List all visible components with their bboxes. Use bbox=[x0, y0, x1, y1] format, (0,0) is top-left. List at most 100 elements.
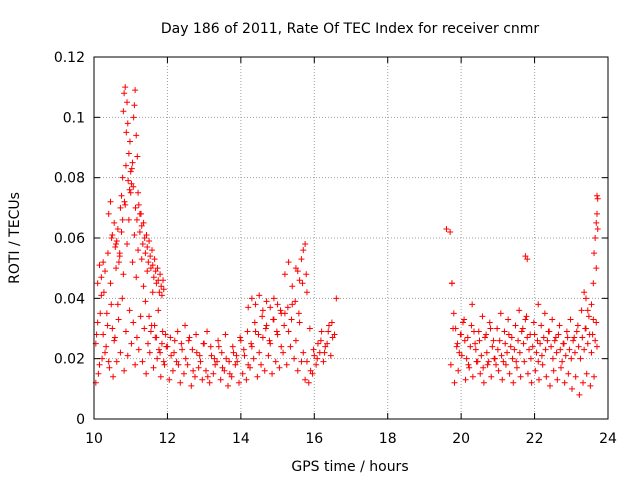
data-point bbox=[124, 241, 131, 248]
data-point bbox=[93, 331, 100, 338]
data-point bbox=[199, 376, 206, 383]
data-point bbox=[272, 358, 279, 365]
data-point bbox=[524, 370, 531, 377]
data-point bbox=[464, 334, 471, 341]
data-point bbox=[147, 253, 154, 260]
data-point bbox=[519, 325, 526, 332]
data-point bbox=[130, 114, 137, 121]
y-tick-label: 0.08 bbox=[54, 171, 85, 187]
data-point bbox=[309, 370, 316, 377]
data-point bbox=[139, 241, 146, 248]
data-point bbox=[98, 274, 105, 281]
data-point bbox=[590, 316, 597, 323]
data-point bbox=[223, 355, 230, 362]
data-point bbox=[232, 361, 239, 368]
data-point bbox=[489, 343, 496, 350]
data-point bbox=[105, 358, 112, 365]
chart-title: Day 186 of 2011, Rate Of TEC Index for r… bbox=[161, 21, 540, 37]
data-point bbox=[561, 379, 568, 386]
data-point bbox=[300, 349, 307, 356]
data-point bbox=[162, 331, 169, 338]
data-point bbox=[545, 328, 552, 335]
data-point bbox=[447, 361, 454, 368]
data-point bbox=[517, 373, 524, 380]
data-point bbox=[584, 307, 591, 314]
data-point bbox=[480, 364, 487, 371]
data-point bbox=[593, 192, 600, 199]
data-point bbox=[144, 340, 151, 347]
data-point bbox=[140, 283, 147, 290]
data-point bbox=[333, 295, 340, 302]
data-point bbox=[487, 325, 494, 332]
data-point bbox=[186, 334, 193, 341]
data-point bbox=[493, 361, 500, 368]
data-point bbox=[593, 210, 600, 217]
data-point bbox=[119, 174, 126, 181]
x-tick-label: 22 bbox=[526, 431, 544, 447]
data-point bbox=[483, 331, 490, 338]
data-point bbox=[587, 382, 594, 389]
data-point bbox=[466, 364, 473, 371]
data-point bbox=[163, 343, 170, 350]
data-point bbox=[565, 370, 572, 377]
data-point bbox=[529, 343, 536, 350]
data-point bbox=[190, 367, 197, 374]
data-point bbox=[509, 355, 516, 362]
data-point bbox=[490, 337, 497, 344]
data-point bbox=[144, 244, 151, 251]
data-point bbox=[108, 301, 115, 308]
data-point bbox=[252, 328, 259, 335]
data-point bbox=[182, 355, 189, 362]
data-point bbox=[457, 331, 464, 338]
data-point bbox=[507, 343, 514, 350]
data-point bbox=[212, 361, 219, 368]
data-point bbox=[110, 373, 117, 380]
data-point bbox=[298, 256, 305, 263]
data-point bbox=[278, 343, 285, 350]
data-point bbox=[115, 316, 122, 323]
data-point bbox=[211, 355, 218, 362]
data-point bbox=[523, 313, 530, 320]
data-point bbox=[132, 361, 139, 368]
x-tick-label: 24 bbox=[599, 431, 617, 447]
data-point bbox=[148, 322, 155, 329]
data-point bbox=[513, 358, 520, 365]
data-point bbox=[530, 319, 537, 326]
data-point bbox=[269, 370, 276, 377]
data-point bbox=[105, 210, 112, 217]
data-point bbox=[153, 280, 160, 287]
data-point bbox=[141, 325, 148, 332]
data-point bbox=[277, 307, 284, 314]
data-point bbox=[447, 228, 454, 235]
data-point bbox=[230, 349, 237, 356]
data-point bbox=[121, 367, 128, 374]
data-point bbox=[142, 250, 149, 257]
data-point bbox=[563, 328, 570, 335]
data-point bbox=[100, 259, 107, 266]
data-point bbox=[152, 268, 159, 275]
data-point bbox=[115, 259, 122, 266]
data-point bbox=[188, 382, 195, 389]
data-point bbox=[123, 129, 130, 136]
data-point bbox=[549, 316, 556, 323]
data-point bbox=[285, 259, 292, 266]
data-point bbox=[146, 238, 153, 245]
data-point bbox=[117, 349, 124, 356]
data-point bbox=[461, 316, 468, 323]
data-point bbox=[107, 198, 114, 205]
x-tick-label: 14 bbox=[232, 431, 250, 447]
data-point bbox=[497, 310, 504, 317]
data-point bbox=[580, 379, 587, 386]
data-point bbox=[593, 265, 600, 272]
data-point bbox=[133, 334, 140, 341]
data-point bbox=[584, 340, 591, 347]
data-point bbox=[155, 346, 162, 353]
data-point bbox=[125, 150, 132, 157]
data-point bbox=[140, 219, 147, 226]
y-tick-label: 0.12 bbox=[54, 50, 85, 66]
data-point bbox=[582, 325, 589, 332]
data-point bbox=[252, 301, 259, 308]
data-point bbox=[512, 322, 519, 329]
data-point bbox=[142, 298, 149, 305]
data-point bbox=[103, 343, 110, 350]
